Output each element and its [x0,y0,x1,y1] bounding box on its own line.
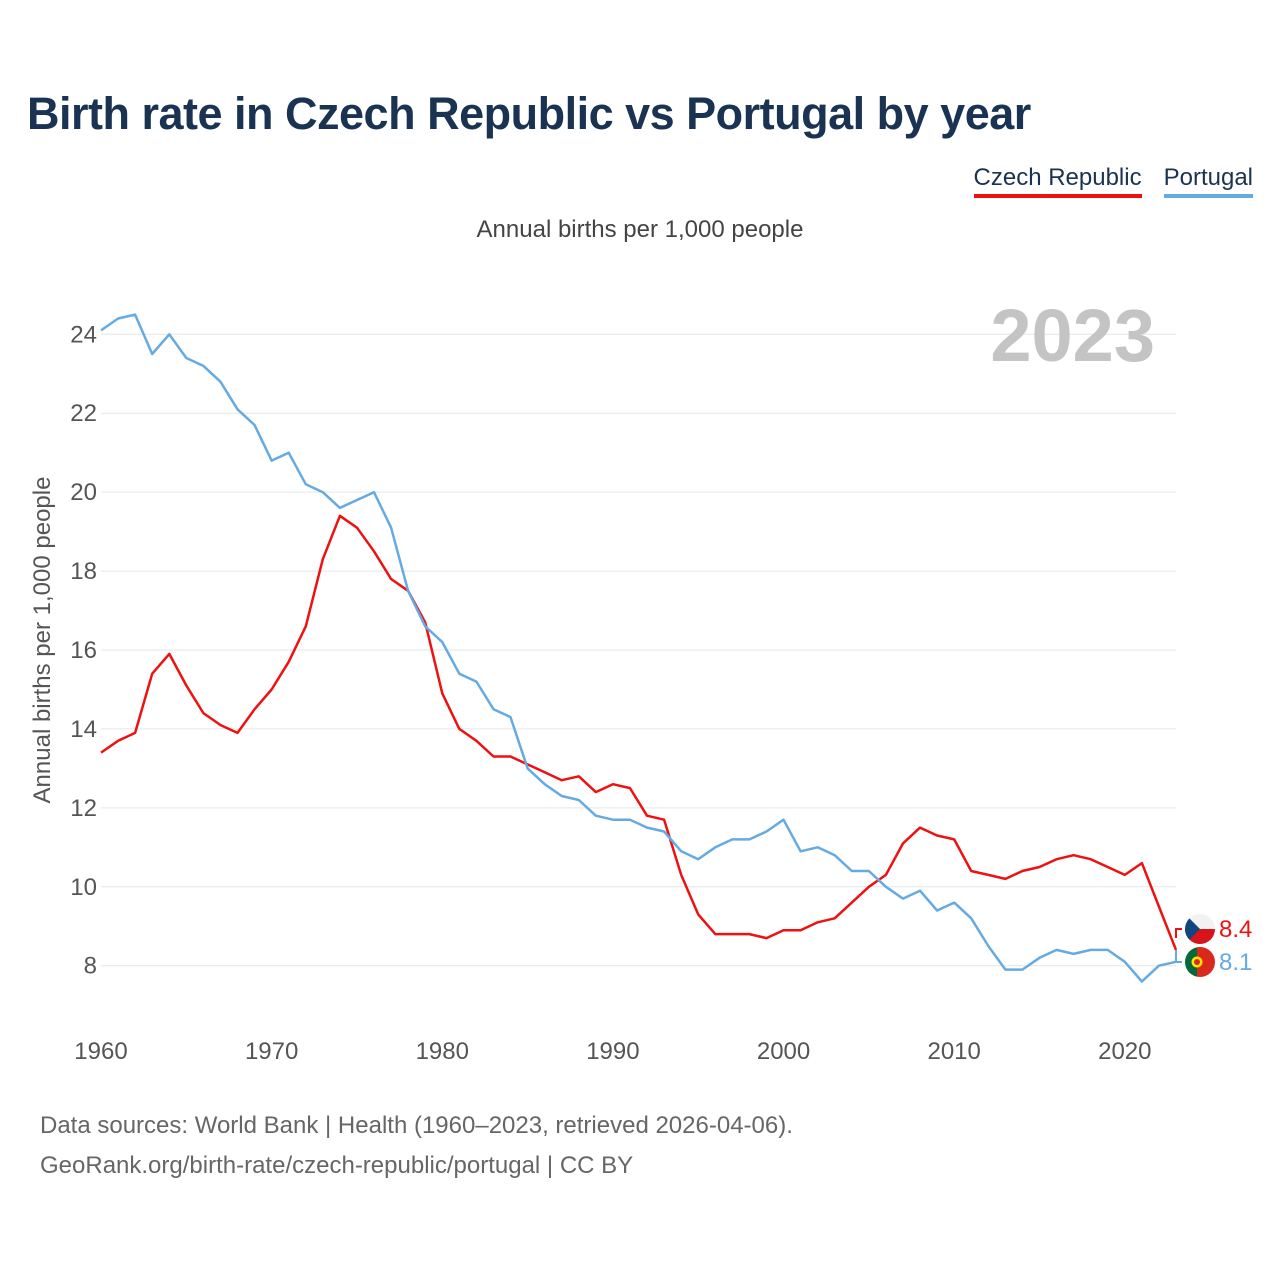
chart-subtitle: Annual births per 1,000 people [476,216,804,243]
y-tick-label: 12 [70,795,97,822]
czech-flag-icon [1185,914,1215,944]
portugal-end-value: 8.1 [1219,949,1252,976]
x-tick-label: 1970 [245,1038,298,1065]
x-tick-label: 1990 [586,1038,639,1065]
source-line-2: GeoRank.org/birth-rate/czech-republic/po… [40,1152,634,1179]
legend-item-portugal[interactable]: Portugal [1163,164,1253,198]
y-tick-label: 10 [70,874,97,901]
y-tick-label: 24 [70,321,97,348]
series-line-czech-republic [100,514,1178,951]
x-tick-label: 1980 [416,1038,469,1065]
line-chart: 8 10 12 14 16 18 20 22 24 1960 1970 1980 1990 2000 20… [29,294,1252,1065]
year-overlay: 2023 [990,294,1155,377]
x-axis-ticks: 1960 1970 1980 1990 2000 2010 2020 [74,1038,1151,1065]
y-tick-label: 8 [84,953,97,980]
czech-end-value: 8.4 [1219,916,1252,943]
legend-item-czech-republic[interactable]: Czech Republic [973,164,1142,198]
series-line-portugal [100,313,1177,983]
grid-lines [101,333,1176,967]
data-source: Data sources: World Bank | Health (1960–… [40,1106,793,1186]
portugal-end-connector [1175,950,1182,963]
y-tick-label: 16 [70,637,97,664]
y-tick-label: 14 [70,716,97,743]
czech-end-connector [1175,928,1182,938]
y-tick-label: 22 [70,400,97,427]
y-axis-ticks: 8 10 12 14 16 18 20 22 24 [70,321,97,979]
portugal-flag-icon [1185,947,1215,977]
source-line-1: Data sources: World Bank | Health (1960–… [40,1112,793,1139]
x-tick-label: 2020 [1098,1038,1151,1065]
x-tick-label: 2000 [757,1038,810,1065]
y-tick-label: 18 [70,558,97,585]
series-lines [100,313,1178,983]
y-axis-label: Annual births per 1,000 people [29,477,56,804]
y-tick-label: 20 [70,479,97,506]
x-tick-label: 2010 [927,1038,980,1065]
chart-title: Birth rate in Czech Republic vs Portugal… [27,88,1031,139]
legend: Czech Republic Portugal [973,164,1253,198]
x-tick-label: 1960 [74,1038,127,1065]
